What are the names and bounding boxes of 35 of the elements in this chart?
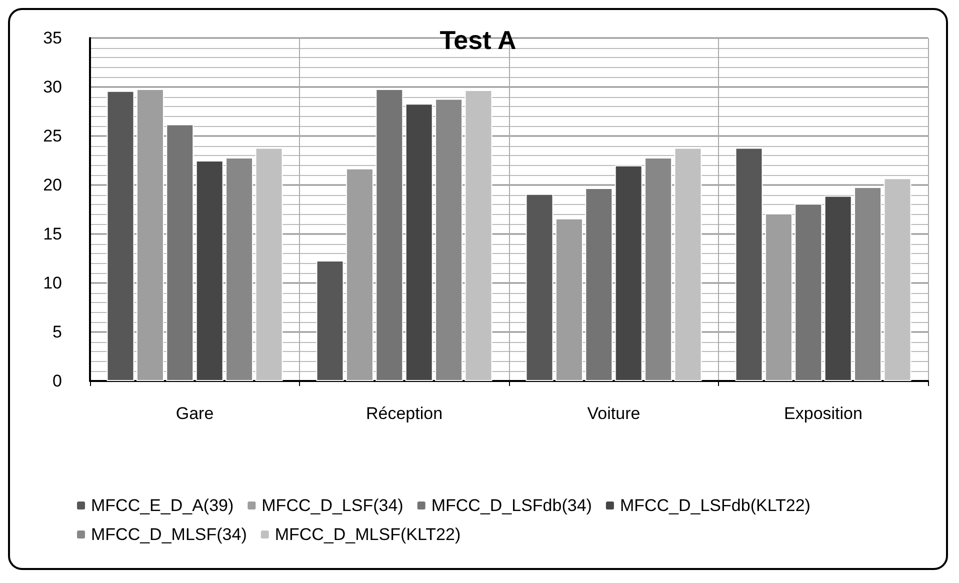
bar	[854, 186, 882, 381]
bar	[405, 104, 433, 381]
y-tick-label: 10	[43, 274, 62, 292]
x-tick-label: Voiture	[587, 404, 640, 423]
x-tick-label: Exposition	[784, 404, 862, 423]
bar	[196, 160, 224, 381]
bar	[166, 124, 194, 381]
x-tick-label: Réception	[366, 404, 443, 423]
bar	[526, 194, 554, 381]
legend-label: MFCC_D_LSFdb(KLT22)	[620, 496, 810, 515]
x-tick-label: Gare	[176, 404, 214, 423]
bar	[585, 188, 613, 381]
y-tick-label: 0	[52, 372, 62, 390]
legend-label: MFCC_D_LSFdb(34)	[431, 496, 592, 515]
bar	[106, 90, 134, 381]
bar	[614, 165, 642, 381]
y-tick-label: 30	[43, 78, 62, 96]
legend-label: MFCC_E_D_A(39)	[91, 496, 234, 515]
bar	[226, 158, 254, 381]
bar	[824, 196, 852, 381]
bar	[316, 260, 344, 381]
bar	[644, 158, 672, 381]
y-tick-label: 20	[43, 176, 62, 194]
legend-label: MFCC_D_LSF(34)	[262, 496, 404, 515]
bar	[376, 88, 404, 381]
legend-label: MFCC_D_MLSF(34)	[91, 525, 247, 544]
chart-title: Test A	[440, 25, 516, 55]
y-tick-label: 35	[43, 28, 62, 48]
y-tick-label: 15	[43, 224, 62, 244]
legend-label: MFCC_D_MLSF(KLT22)	[274, 525, 461, 544]
bar	[794, 204, 822, 381]
y-tick-label: 25	[43, 126, 62, 146]
bar	[435, 98, 463, 381]
y-tick-label: 5	[52, 322, 62, 342]
bar	[735, 148, 763, 381]
